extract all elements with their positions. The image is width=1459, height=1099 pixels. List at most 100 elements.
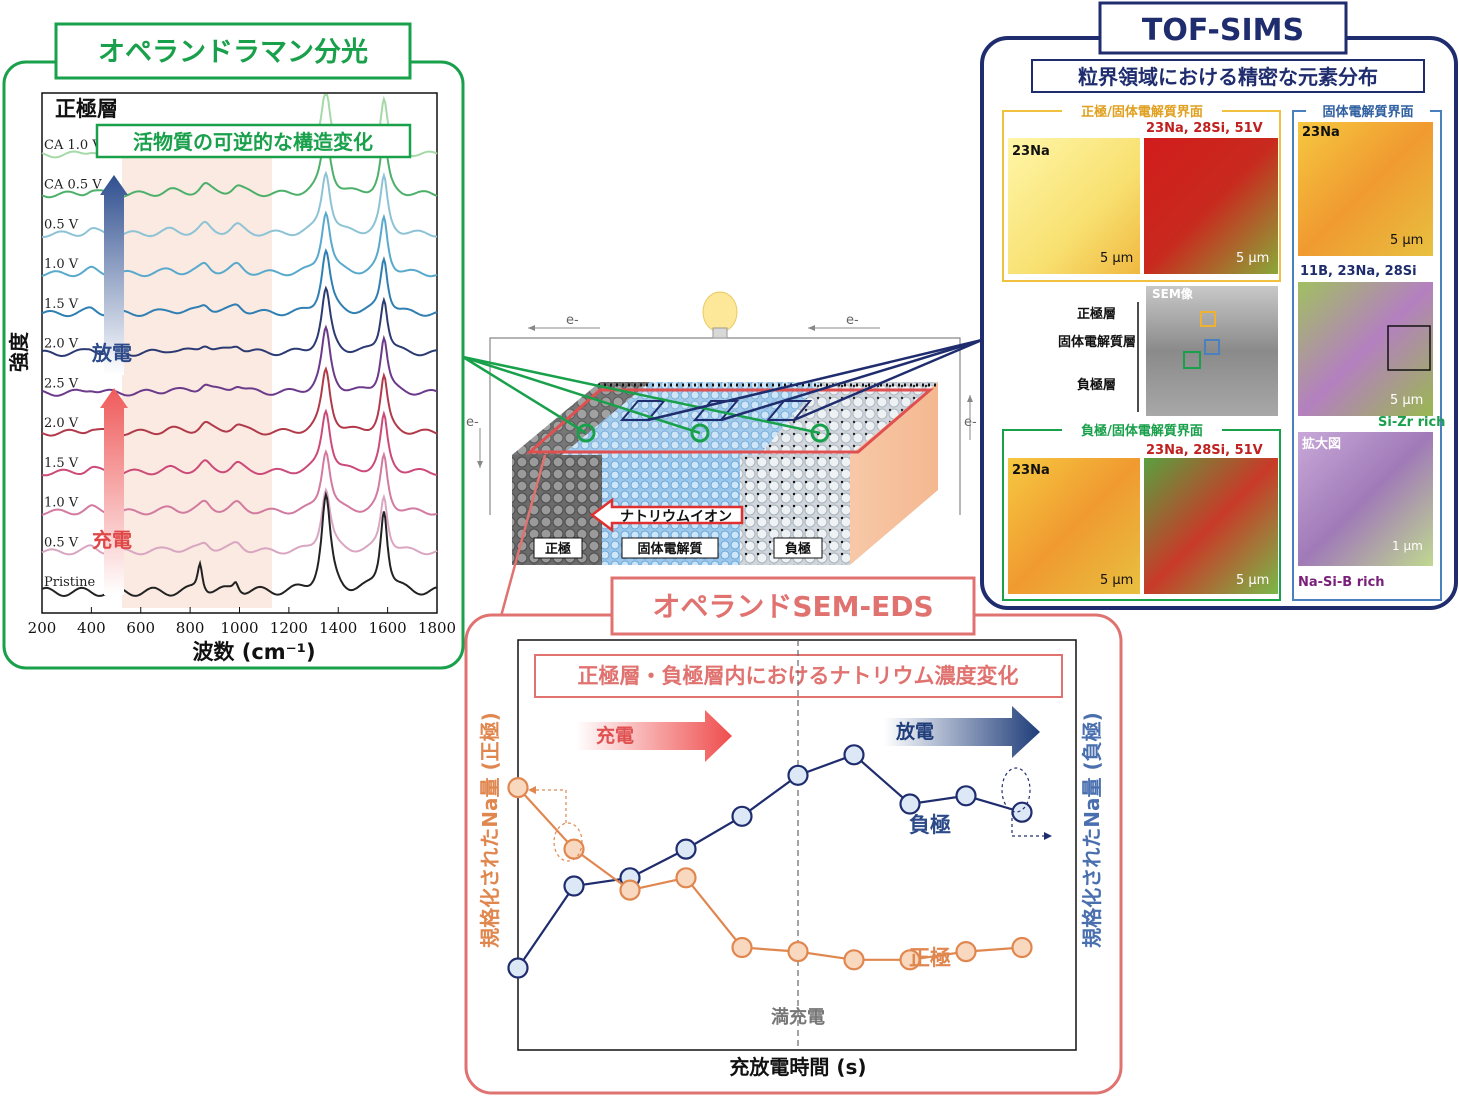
raman-curve-label: 2.0 V (44, 337, 79, 352)
raman-subtitle: 活物質の可逆的な構造変化 (133, 130, 373, 154)
semeds-charge-arrow (576, 710, 732, 762)
raman-xlabel: 波数 (cm⁻¹) (192, 640, 315, 664)
raman-xtick-label: 1600 (369, 619, 407, 637)
series-point-cathode (787, 940, 809, 963)
series-point-cathode (507, 776, 529, 799)
raman-discharge-label: 放電 (91, 341, 132, 365)
semeds-discharge-label: 放電 (895, 720, 934, 743)
anode-scale-1: 5 μm (1100, 573, 1133, 588)
semeds-xlabel: 充放電時間 (s) (729, 1055, 866, 1079)
series-point-cathode (619, 879, 641, 901)
raman-panel: オペランドラマン分光 CA 1.0 V CA 0.5 V 0.5 V 1.0 V 1.5… (2, 22, 465, 670)
raman-subtitle-box (95, 123, 412, 159)
series-point-cathode (955, 940, 977, 963)
anode-tag (773, 537, 823, 559)
tofsims-panel: TOF-SIMS 粒界領域における精密な元素分布 正極/固体電解質界面 23Na… (980, 1, 1458, 610)
anode-scale-2: 5 μm (1236, 573, 1269, 588)
sodium-ion-label: ナトリウムイオン (620, 509, 732, 525)
raman-curve-label: CA 1.0 V (44, 138, 102, 153)
series-point-cathode (899, 949, 921, 971)
zoom-scale: 1 μm (1392, 539, 1423, 553)
sizr-label: Si-Zr rich (1378, 415, 1445, 430)
electrolyte-na-label: 23Na (1302, 125, 1340, 140)
raman-xtick-label: 200 (28, 619, 57, 637)
raman-title-box (54, 22, 412, 80)
series-point-anode (507, 957, 529, 979)
sodium-ion-arrow (589, 497, 744, 533)
raman-xtick-label: 1400 (319, 619, 357, 637)
raman-xtick-label: 600 (126, 619, 155, 637)
anode-tag-label: 負極 (785, 541, 811, 557)
semeds-plot-area (517, 639, 1077, 1051)
anode-na-map (1008, 458, 1140, 594)
raman-curve-label: 2.0 V (44, 416, 79, 431)
electrolyte-tag (621, 537, 719, 559)
series-point-anode (1011, 801, 1033, 823)
series-point-anode (787, 764, 809, 786)
raman-curve-labels: CA 1.0 V CA 0.5 V 0.5 V 1.0 V 1.5 V 2.0 V 2.5 … (44, 138, 102, 590)
series-line-cathode (517, 786, 1023, 961)
electrolyte-na-map (1298, 122, 1433, 256)
raman-xticks: 200 400 600 800 1000 1200 1400 1600 1800 (28, 607, 456, 637)
cathode-tag (533, 537, 583, 559)
raman-ylabel: 強度 (7, 331, 31, 372)
semeds-title: オペランドSEM-EDS (652, 590, 933, 623)
electrolyte-bnasi-label: 11B, 23Na, 28Si (1300, 264, 1417, 279)
sem-layer-electrolyte: 固体電解質層 (1058, 334, 1136, 350)
sem-layer-cathode: 正極層 (1077, 306, 1116, 322)
discharge-arrow (100, 175, 128, 375)
series-point-anode (843, 744, 865, 766)
raman-xtick-label: 800 (176, 619, 205, 637)
series-point-anode (563, 875, 585, 897)
zoom-map (1298, 432, 1433, 566)
tofsims-subtitle: 粒界領域における精密な元素分布 (1078, 65, 1378, 89)
zoom-region (1387, 325, 1431, 371)
bulb-icon (702, 291, 738, 333)
raman-spot-2 (690, 423, 710, 443)
nasib-label: Na-Si-B rich (1298, 575, 1385, 590)
tofsims-title-box (1098, 1, 1348, 55)
raman-curve-label: 0.5 V (44, 535, 79, 550)
raman-spot-1 (576, 423, 596, 443)
electron-label-1: e- (566, 313, 579, 328)
anode-series-label: 負極 (909, 813, 951, 837)
cathode-series-label: 正極 (909, 946, 951, 970)
raman-xtick-label: 1800 (418, 619, 456, 637)
series-point-cathode (843, 949, 865, 971)
raman-highlight-band (122, 150, 272, 608)
cathode-na-label: 23Na (1012, 144, 1050, 159)
sem-marker-yellow (1200, 311, 1216, 327)
series-point-cathode (675, 867, 697, 889)
sem-image (1146, 286, 1278, 416)
tofsims-region-3 (765, 400, 813, 421)
electrolyte-scale-1: 5 μm (1390, 233, 1423, 248)
series-line-anode (517, 753, 1023, 969)
cathode-scale-2: 5 μm (1236, 251, 1269, 266)
raman-title: オペランドラマン分光 (98, 37, 368, 68)
raman-curve-label: CA 0.5 V (44, 178, 102, 193)
raman-charge-label: 充電 (92, 528, 132, 552)
series-point-anode (955, 785, 977, 807)
anode-nasiv-map (1144, 458, 1278, 594)
electron-label-3: e- (466, 415, 479, 430)
raman-curve-label: Pristine (44, 575, 96, 590)
cathode-nasiv-label: 23Na, 28Si, 51V (1146, 121, 1263, 136)
raman-curve (41, 324, 438, 397)
raman-curve-label: 1.0 V (44, 496, 79, 511)
semeds-title-box (610, 576, 976, 636)
tofsims-title: TOF-SIMS (1142, 13, 1304, 48)
semeds-panel: オペランドSEM-EDS 正極層・負極層内におけるナトリウム濃度変化 充電 放電… (464, 576, 1123, 1095)
semeds-charge-label: 充電 (596, 724, 634, 747)
raman-spot-3 (810, 423, 830, 443)
series-point-anode (899, 793, 921, 815)
charge-arrow (100, 388, 128, 595)
sem-marker-green (1183, 351, 1201, 369)
raman-curve-label: 1.5 V (44, 456, 79, 471)
anode-interface-label: 負極/固体電解質界面 (1081, 423, 1203, 439)
raman-curve-label: 0.5 V (44, 218, 79, 233)
semeds-series (507, 744, 1033, 979)
anode-nasiv-label: 23Na, 28Si, 51V (1146, 443, 1263, 458)
sem-label: SEM像 (1152, 286, 1194, 301)
raman-xtick-label: 1200 (270, 619, 308, 637)
